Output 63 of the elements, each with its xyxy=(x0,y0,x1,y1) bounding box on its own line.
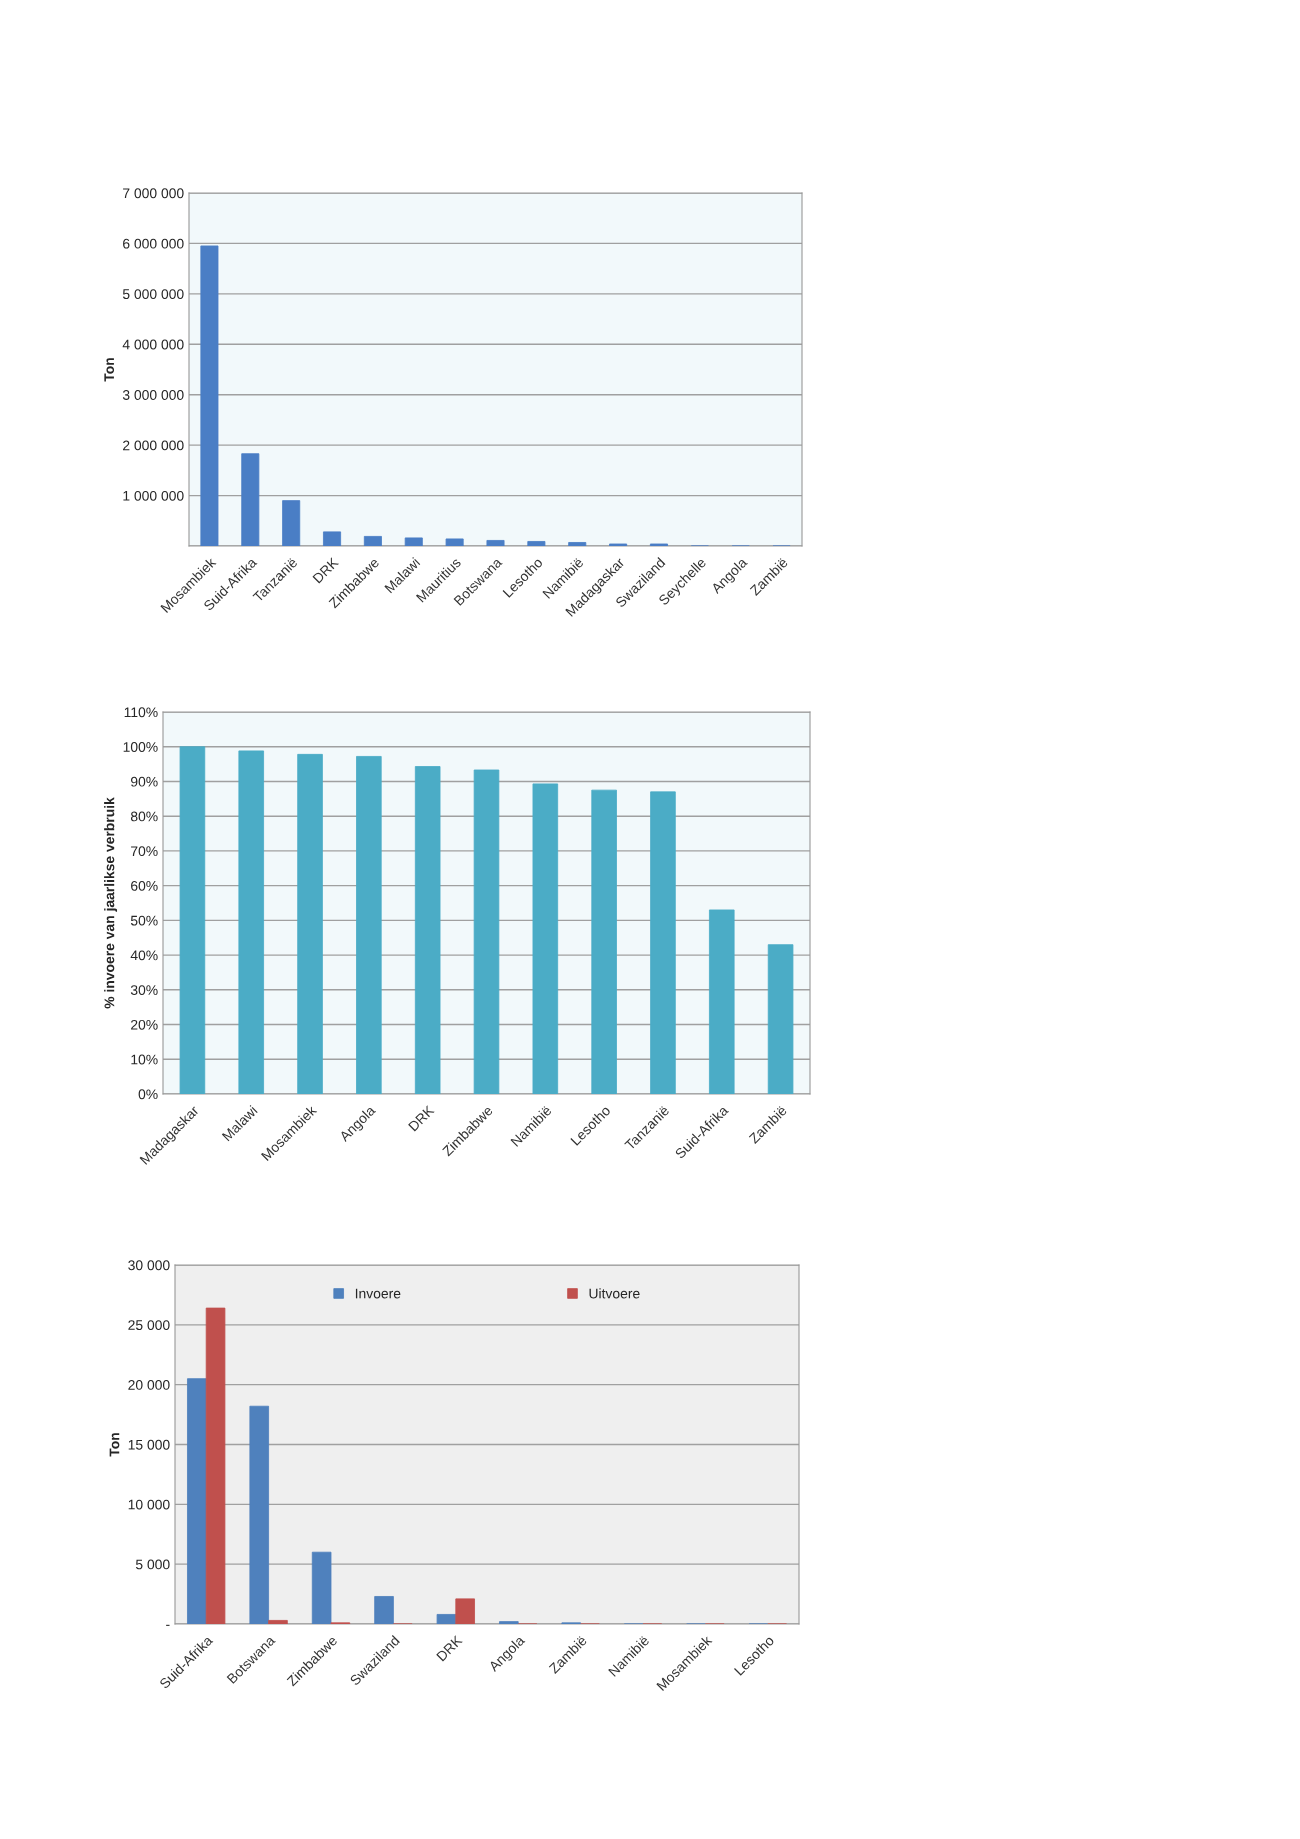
y-tick-label: 60% xyxy=(131,880,158,891)
bar xyxy=(238,750,264,1094)
y-tick-label: 25 000 xyxy=(128,1320,170,1330)
y-tick-label: 5 000 000 xyxy=(122,289,184,300)
y-tick-label: 90% xyxy=(130,776,158,787)
bar xyxy=(187,1378,207,1624)
bar xyxy=(527,541,546,546)
bar xyxy=(404,537,423,546)
bar xyxy=(282,500,301,546)
bar xyxy=(297,753,323,1094)
bar xyxy=(436,1614,457,1624)
bar xyxy=(486,540,505,546)
y-tick-label: 6 000 000 xyxy=(123,238,184,249)
y-tick-label: 15 000 xyxy=(128,1439,170,1450)
y-tick-label: 30 000 xyxy=(128,1260,170,1271)
bar xyxy=(205,1307,226,1624)
y-tick-label: 10% xyxy=(131,1054,158,1065)
y-tick-label: 30% xyxy=(130,985,158,995)
y-tick-label: 4 000 000 xyxy=(122,339,184,350)
bar xyxy=(609,543,628,546)
bar xyxy=(200,245,219,546)
y-tick-label: 40% xyxy=(130,950,158,961)
bar xyxy=(649,543,668,546)
bar xyxy=(650,791,676,1094)
y-tick-label: 70% xyxy=(131,846,158,857)
bar xyxy=(241,453,260,546)
bar xyxy=(591,789,617,1094)
bar xyxy=(499,1621,519,1624)
legend-label: Uitvoere xyxy=(589,1288,640,1299)
bar xyxy=(249,1405,270,1624)
y-tick-label: 5 000 xyxy=(135,1559,170,1570)
y-tick-label: 80% xyxy=(130,811,158,822)
bar xyxy=(414,766,441,1094)
bar xyxy=(179,746,206,1094)
y-tick-label: 3 000 000 xyxy=(122,390,184,400)
y-axis-title: Ton xyxy=(104,358,115,382)
y-tick-label: 20% xyxy=(131,1019,158,1030)
bar xyxy=(568,542,587,546)
y-tick-label: - xyxy=(166,1624,170,1626)
bar xyxy=(455,1598,475,1624)
y-axis-title: Ton xyxy=(109,1433,120,1457)
y-axis-title: % invoere van jaarlikse verbruik xyxy=(104,797,118,1009)
bar xyxy=(767,944,794,1094)
y-tick-label: 7 000 000 xyxy=(123,188,184,199)
bar xyxy=(268,1619,288,1624)
y-tick-label: 10 000 xyxy=(128,1499,170,1510)
bar xyxy=(445,538,464,546)
bar xyxy=(323,531,342,546)
legend-label: Invoere xyxy=(355,1288,401,1299)
bar xyxy=(363,536,382,546)
bar xyxy=(356,756,382,1094)
y-tick-label: 110% xyxy=(124,707,158,718)
y-tick-label: 2 000 000 xyxy=(123,440,184,451)
y-tick-label: 50% xyxy=(130,915,158,926)
bar xyxy=(709,909,735,1094)
bar xyxy=(374,1596,394,1624)
bar xyxy=(311,1551,332,1624)
bar xyxy=(532,783,559,1094)
y-tick-label: 0% xyxy=(138,1089,158,1100)
y-tick-label: 20 000 xyxy=(128,1380,170,1390)
y-tick-label: 100% xyxy=(123,742,158,752)
y-tick-label: 1 000 000 xyxy=(123,490,184,501)
bar xyxy=(473,769,500,1094)
